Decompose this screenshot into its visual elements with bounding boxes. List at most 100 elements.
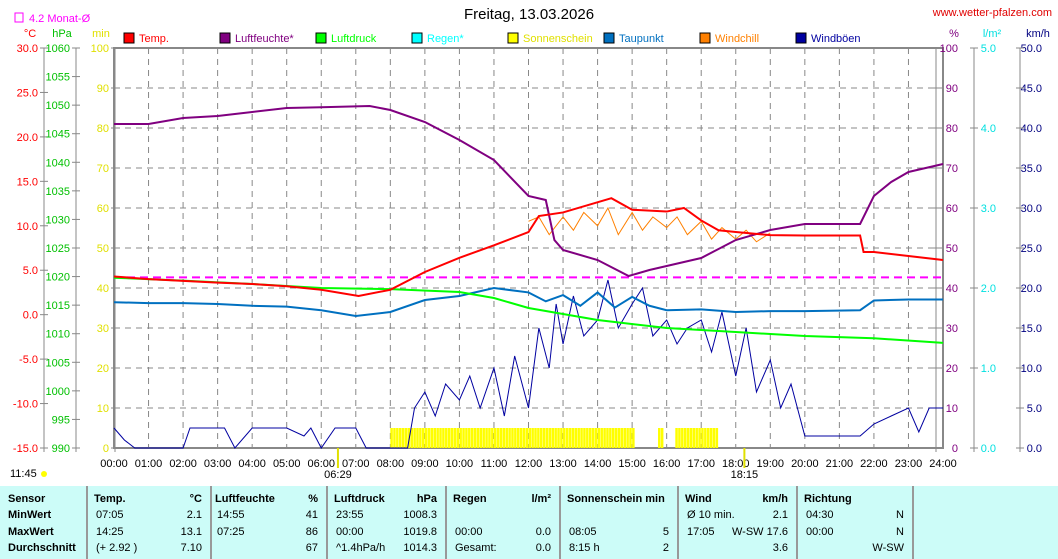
axis-tick-label: 50 (97, 243, 109, 255)
sunshine-bar (479, 428, 483, 448)
time-cell: 07:25 (217, 526, 245, 538)
time-cell: 14:25 (96, 526, 124, 538)
series-luftfeuchte (114, 104, 944, 278)
header: Regen (453, 493, 487, 505)
time-cell: 23:55 (336, 509, 364, 521)
x-tick-label: 08:00 (377, 458, 405, 470)
site-link[interactable]: www.wetter-pfalzen.com (932, 7, 1052, 19)
row-label: MaxWert (8, 526, 54, 538)
sunshine-bar (502, 428, 506, 448)
axis-tick-label: 20 (97, 363, 109, 375)
x-tick-label: 11:00 (481, 458, 508, 470)
sunshine-bar (540, 428, 543, 448)
axis-tick-label: 10.0 (17, 221, 38, 233)
time-cell: 14:55 (217, 509, 245, 521)
axis-unit-rain: l/m² (983, 28, 1002, 40)
sunshine-bar (712, 428, 716, 448)
sunshine-bar (623, 428, 626, 448)
sunshine-bar (450, 428, 454, 448)
axis-tick-label: 5.0 (981, 43, 996, 55)
axis-tick-label: 1015 (46, 300, 70, 312)
col-sensor: Sensor MinWert MaxWert Durchschnitt (0, 486, 88, 559)
x-tick-label: 13:00 (549, 458, 577, 470)
sunshine-bar (396, 428, 399, 448)
unit: % (308, 493, 318, 505)
sunshine-bar (554, 428, 557, 448)
axis-tick-label: 80 (946, 123, 958, 135)
value-cell: 67 (305, 542, 318, 554)
unit: hPa (416, 493, 437, 505)
sunshine-bar (398, 428, 402, 448)
x-tick-label: 22:00 (860, 458, 888, 470)
sunshine-bar (678, 428, 681, 448)
axis-tick-label: 1010 (46, 329, 70, 341)
header: Sensor (8, 493, 46, 505)
axis-tick-label: 60 (946, 203, 958, 215)
axis-tick-label: 100 (940, 43, 958, 55)
stats-table: Sensor MinWert MaxWert Durchschnitt Temp… (0, 486, 1058, 559)
sunshine-bar (603, 428, 606, 448)
axis-tick-label: 25.0 (17, 87, 38, 99)
sunshine-bar (401, 428, 405, 448)
value-cell: 7.10 (180, 542, 202, 554)
x-tick-label: 05:00 (273, 458, 301, 470)
sunshine-bar (586, 428, 589, 448)
series-taupunkt (113, 286, 943, 318)
sunshine-bar (499, 428, 503, 448)
sunshine-bar (675, 428, 678, 448)
header: Luftdruck (334, 493, 385, 505)
sunshine-bar (617, 428, 621, 448)
axis-tick-label: 5.0 (1027, 403, 1042, 415)
axis-tick-label: 40 (97, 283, 109, 295)
legend-label: Luftfeuchte* (235, 33, 294, 45)
sunshine-bar (528, 428, 531, 448)
axis-tick-label: -5.0 (19, 354, 38, 366)
series-windchill (528, 206, 771, 243)
axis-tick-label: 40 (946, 283, 958, 295)
sunshine-bar (571, 428, 575, 448)
sunshine-bar (620, 428, 624, 448)
x-tick-label: 02:00 (169, 458, 197, 470)
x-tick-label: 03:00 (204, 458, 232, 470)
legend-swatch (123, 32, 135, 44)
sunshine-bar (715, 428, 719, 448)
weather-chart: °C -15.0 -10.0 -5.0 0.0 5.0 10.0 15.0 20.0 25.0 30… (10, 12, 1050, 481)
sunshine-bar (534, 428, 537, 448)
col-rain: Regen l/m² 00:00 0.0 Gesamt: 0.0 (447, 486, 561, 559)
sunshine-bar (485, 428, 488, 448)
axis-tick-label: 1050 (46, 100, 70, 112)
header: Wind (685, 493, 712, 505)
sunshine-bar (658, 428, 661, 448)
axis-tick-label: 30 (97, 323, 109, 335)
value-cell: 1019.8 (403, 526, 437, 538)
x-tick-label: 24:00 (929, 458, 957, 470)
axis-tick-label: 60 (97, 203, 109, 215)
legend-label: Luftdruck (331, 33, 377, 45)
sunshine-bar (439, 428, 442, 448)
axis-tick-label: 100 (91, 43, 109, 55)
value-cell: 2.1 (772, 509, 788, 521)
value-cell: 1008.3 (403, 509, 437, 521)
value-cell: 0.0 (535, 542, 551, 554)
axis-tick-label: 995 (52, 414, 70, 426)
time-cell: 00:00 (455, 526, 483, 538)
axis-unit-pressure: hPa (52, 28, 72, 40)
sunshine-bar (459, 428, 462, 448)
sunshine-bar (588, 428, 592, 448)
header: Luftfeuchte (215, 493, 275, 505)
sunshine-bar (614, 428, 618, 448)
axis-tick-label: 50.0 (1021, 43, 1042, 55)
sunshine-bar (519, 428, 523, 448)
sunshine-bar (508, 428, 511, 448)
sunshine-bar (574, 428, 578, 448)
x-tick-label: 10:00 (446, 458, 474, 470)
axis-tick-label: 45.0 (1021, 83, 1042, 95)
time-cell: Ø 10 min. (687, 509, 735, 521)
series-temp (113, 197, 944, 298)
sunshine-bar (565, 428, 569, 448)
legend-swatch (507, 32, 519, 44)
moon-label: 11:45 (10, 468, 37, 480)
time-cell: 8:15 h (569, 542, 600, 554)
chart-title: Freitag, 13.03.2026 (463, 6, 595, 23)
sunshine-bar (516, 428, 520, 448)
